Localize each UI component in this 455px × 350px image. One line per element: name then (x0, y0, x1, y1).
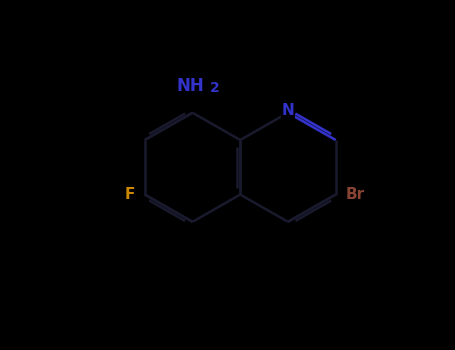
Text: Br: Br (346, 187, 365, 202)
Text: NH: NH (177, 77, 204, 96)
Text: F: F (124, 187, 135, 202)
Text: 2: 2 (210, 82, 219, 96)
Text: N: N (282, 103, 294, 118)
